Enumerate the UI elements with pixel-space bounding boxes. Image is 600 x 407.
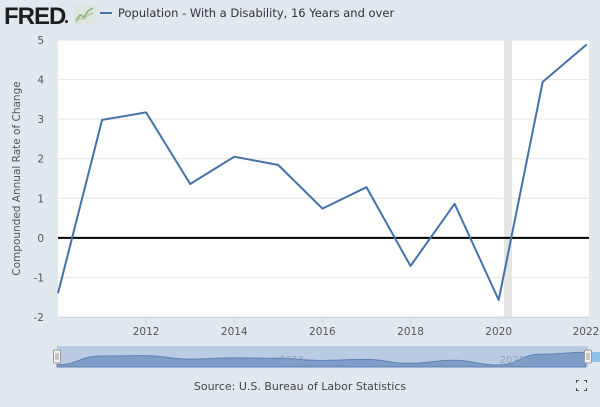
legend-swatch	[100, 12, 112, 14]
legend-label: Population - With a Disability, 16 Years…	[118, 6, 395, 20]
data-point[interactable]	[452, 201, 457, 206]
navigator-scrollbar[interactable]	[588, 352, 600, 362]
x-tick-label: 2012	[133, 326, 160, 338]
y-tick-label: 4	[37, 75, 44, 87]
y-tick-label: -2	[34, 312, 44, 324]
data-point[interactable]	[408, 263, 413, 268]
navigator-handle-left[interactable]	[53, 349, 61, 364]
navigator[interactable]: 2015 2020	[53, 346, 600, 368]
x-tick-label: 2022	[573, 326, 600, 338]
x-axis-ticks: 2012 2014 2016 2018 2020 2022	[58, 317, 599, 338]
data-point[interactable]	[496, 297, 501, 302]
y-tick-label: 5	[37, 35, 44, 47]
data-point[interactable]	[232, 154, 237, 159]
recession-shading-group	[503, 40, 512, 317]
logo-dot	[65, 20, 68, 23]
fred-logo[interactable]: FRED	[4, 3, 66, 30]
data-point[interactable]	[144, 110, 149, 115]
plot-area	[58, 40, 589, 317]
navigator-handle-right[interactable]	[584, 349, 592, 364]
y-tick-label: 0	[37, 233, 44, 245]
navigator-label: 2015	[279, 355, 304, 366]
fullscreen-icon[interactable]	[576, 380, 587, 391]
x-tick-label: 2018	[397, 326, 424, 338]
navigator-label: 2020	[500, 355, 525, 366]
data-point[interactable]	[364, 185, 369, 190]
data-point[interactable]	[320, 206, 325, 211]
data-point[interactable]	[584, 42, 589, 47]
y-tick-label: 2	[37, 154, 44, 166]
y-tick-label: 1	[37, 193, 44, 205]
recession-band	[503, 40, 512, 317]
navigator-series-area	[56, 351, 587, 368]
y-axis-label: Compounded Annual Rate of Change	[11, 81, 23, 275]
series-line[interactable]	[57, 43, 588, 301]
source-text: Source: U.S. Bureau of Labor Statistics	[193, 380, 407, 393]
legend-item[interactable]: Population - With a Disability, 16 Years…	[100, 6, 394, 20]
line-chart-icon	[74, 5, 96, 24]
data-point[interactable]	[276, 163, 281, 168]
data-point[interactable]	[188, 182, 193, 187]
x-tick-label: 2016	[309, 326, 336, 338]
data-point[interactable]	[540, 79, 545, 84]
y-tick-label: -1	[34, 272, 44, 284]
data-point[interactable]	[100, 117, 105, 122]
data-point[interactable]	[56, 291, 61, 296]
x-tick-label: 2014	[221, 326, 248, 338]
x-tick-label: 2020	[485, 326, 512, 338]
chart-header: FRED Population - With a Disability, 16 …	[0, 0, 600, 32]
y-tick-label: 3	[37, 114, 44, 126]
y-axis-ticks: -2 -1 0 1 2 3 4 5	[34, 35, 45, 324]
